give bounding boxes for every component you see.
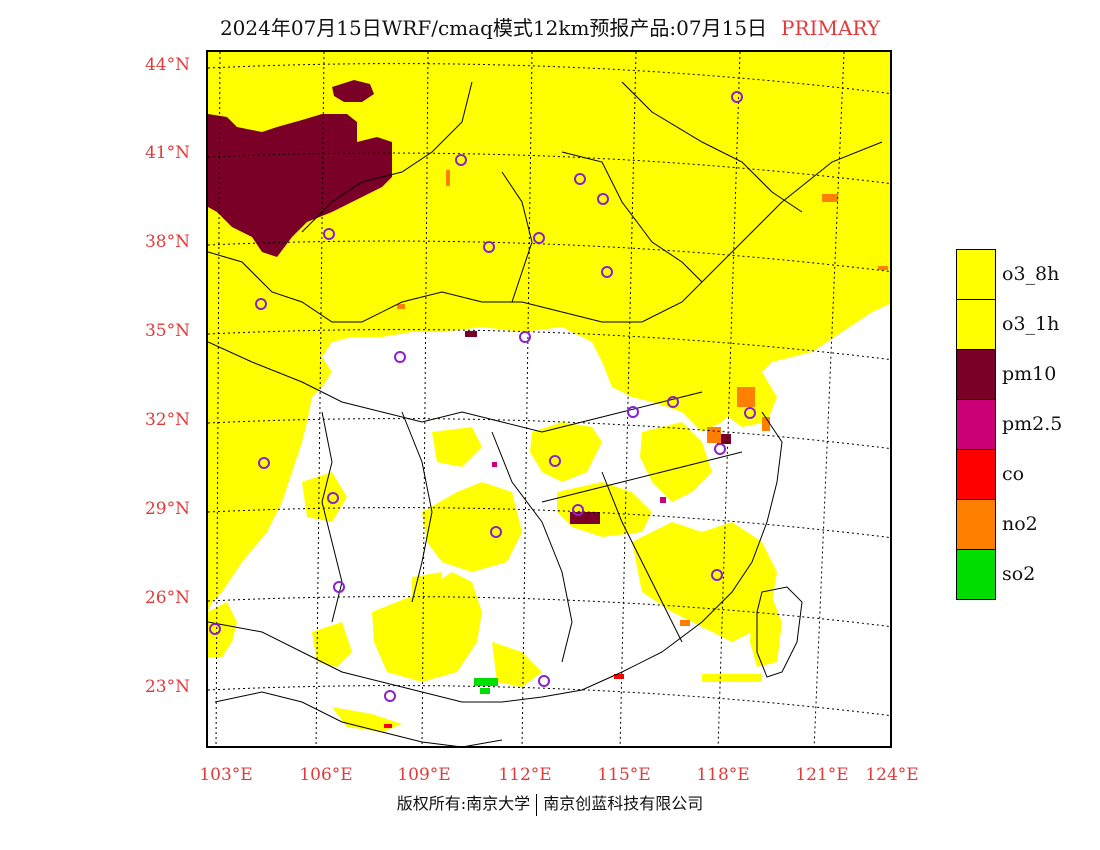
lat-label-23: 23°N	[144, 677, 190, 697]
legend: o3_8h o3_1h pm10 pm2.5 co no2 so2	[956, 249, 1096, 600]
no2-spots	[397, 170, 888, 626]
legend-item-pm25: pm2.5	[956, 399, 1096, 450]
lat-label-44: 44°N	[144, 55, 190, 75]
copyright-footer: 版权所有:南京大学 南京创蓝科技有限公司	[0, 790, 1100, 816]
lat-label-26: 26°N	[144, 588, 190, 608]
lon-label-121: 121°E	[795, 765, 849, 785]
legend-swatch-o3-1h	[956, 299, 996, 350]
legend-swatch-o3-8h	[956, 249, 996, 300]
pm10-region	[208, 80, 731, 524]
legend-label-co: co	[1002, 463, 1025, 485]
legend-swatch-no2	[956, 499, 996, 550]
map-title: 2024年07月15日WRF/cmaq模式12km预报产品:07月15日 PRIM…	[0, 12, 1100, 41]
lon-label-124: 124°E	[865, 765, 919, 785]
pm25-spots	[492, 462, 666, 503]
map-canvas[interactable]	[206, 50, 892, 748]
lat-label-41: 41°N	[144, 143, 190, 163]
footer-separator	[536, 793, 538, 816]
legend-label-o3-8h: o3_8h	[1002, 263, 1060, 285]
copyright-company: 南京创蓝科技有限公司	[543, 794, 704, 813]
legend-item-no2: no2	[956, 499, 1096, 550]
lat-label-32: 32°N	[144, 410, 190, 430]
legend-item-co: co	[956, 449, 1096, 500]
legend-label-no2: no2	[1002, 513, 1038, 535]
legend-item-pm10: pm10	[956, 349, 1096, 400]
so2-spots	[474, 678, 498, 694]
co-spots	[384, 674, 624, 728]
lon-label-103: 103°E	[199, 765, 253, 785]
legend-label-so2: so2	[1002, 563, 1036, 585]
city-markers	[209, 91, 756, 702]
legend-item-o3-1h: o3_1h	[956, 299, 1096, 350]
lon-label-115: 115°E	[597, 765, 651, 785]
legend-swatch-pm25	[956, 399, 996, 450]
lon-label-106: 106°E	[299, 765, 353, 785]
lon-label-118: 118°E	[696, 765, 750, 785]
primary-status-label: PRIMARY	[781, 16, 881, 40]
legend-label-pm25: pm2.5	[1002, 413, 1063, 435]
map-title-text: 2024年07月15日WRF/cmaq模式12km预报产品:07月15日	[219, 16, 768, 40]
legend-swatch-pm10	[956, 349, 996, 400]
boundary-lines	[208, 81, 883, 746]
legend-item-so2: so2	[956, 549, 1096, 600]
copyright-owner: 版权所有:南京大学	[396, 794, 531, 813]
lon-label-109: 109°E	[397, 765, 451, 785]
legend-swatch-so2	[956, 549, 996, 600]
legend-item-o3-8h: o3_8h	[956, 249, 1096, 300]
lat-label-29: 29°N	[144, 499, 190, 519]
lat-label-35: 35°N	[144, 321, 190, 341]
lon-label-112: 112°E	[498, 765, 552, 785]
legend-label-pm10: pm10	[1002, 363, 1057, 385]
legend-label-o3-1h: o3_1h	[1002, 313, 1060, 335]
lat-label-38: 38°N	[144, 232, 190, 252]
legend-swatch-co	[956, 449, 996, 500]
